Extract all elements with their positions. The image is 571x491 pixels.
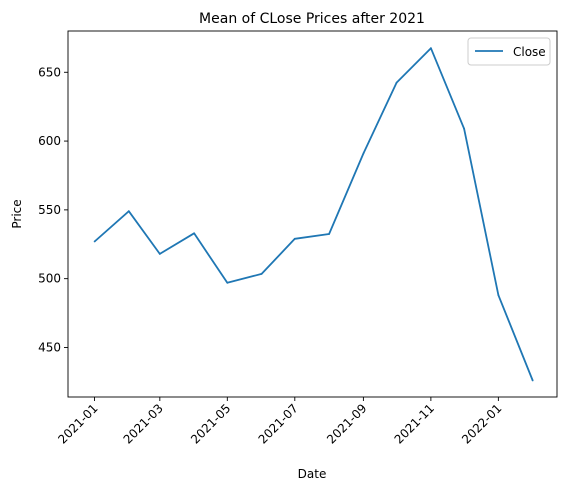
chart-title: Mean of CLose Prices after 2021	[199, 11, 425, 27]
data-point	[127, 210, 130, 213]
data-point	[158, 253, 161, 255]
y-tick-label: 500	[38, 272, 61, 286]
data-point	[497, 294, 500, 297]
plot-area	[67, 30, 558, 398]
x-tick-label: 2021-01	[55, 401, 100, 446]
y-tick-label: 550	[38, 203, 61, 217]
data-point	[93, 240, 96, 243]
data-point	[463, 127, 465, 130]
x-axis-label: Date	[298, 467, 327, 481]
y-tick-label: 650	[38, 65, 61, 79]
x-axis: 2021-01 2021-03 2021-05 2021-07 2021-09 2021-…	[55, 397, 504, 447]
x-tick-label: 2021-03	[121, 401, 166, 446]
data-point	[328, 233, 330, 235]
y-axis: 450 500 550 600 650	[38, 65, 68, 354]
data-point	[362, 152, 365, 155]
plot-frame	[67, 30, 558, 398]
data-point	[226, 281, 229, 284]
data-point	[193, 232, 196, 235]
x-tick-label: 2021-09	[324, 401, 369, 446]
series-layer	[93, 47, 534, 382]
x-tick-label: 2021-07	[256, 401, 301, 446]
data-point	[260, 273, 263, 275]
legend-box	[467, 37, 551, 66]
y-tick-label: 450	[38, 340, 61, 354]
x-tick-label: 2022-01	[459, 401, 504, 446]
legend: Close	[467, 37, 551, 66]
x-tick-label: 2021-11	[392, 401, 437, 446]
x-tick-label: 2021-05	[188, 401, 233, 446]
series-line-close	[94, 47, 534, 381]
data-point	[430, 47, 432, 50]
y-axis-label: Price	[10, 199, 24, 228]
data-point	[531, 379, 534, 382]
legend-label: Close	[513, 45, 546, 59]
y-tick-label: 600	[38, 134, 61, 148]
data-point	[293, 237, 296, 240]
data-point	[395, 81, 398, 84]
